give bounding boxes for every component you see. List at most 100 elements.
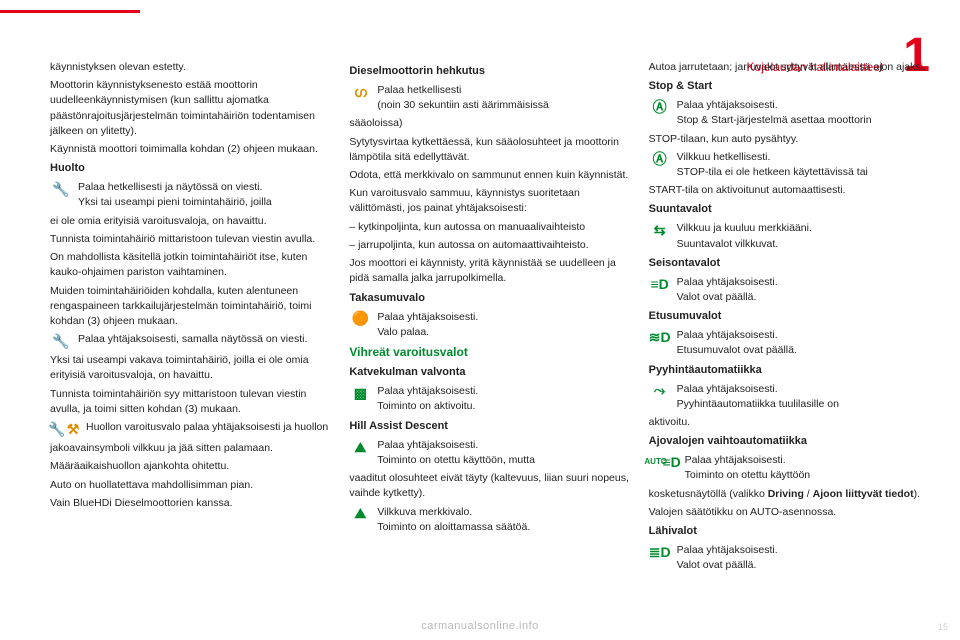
auto-label-icon: AUTO	[649, 453, 663, 471]
text: ).	[914, 488, 920, 500]
text: Yksi tai useampi vakava toimintahäiriö, …	[50, 353, 331, 383]
icon-row: 🔧 Palaa yhtäjaksoisesti, samalla näytöss…	[50, 332, 331, 350]
auto-wiper-icon: ⤳	[649, 382, 671, 400]
icon-row: Ⓐ Palaa yhtäjaksoisesti. Stop & Start-jä…	[649, 98, 930, 128]
watermark: carmanualsonline.info	[421, 620, 539, 632]
front-fog-icon: ≋D	[649, 328, 671, 346]
text: Valot ovat päällä.	[677, 558, 930, 573]
turn-signal-icon: ⇆	[649, 221, 671, 239]
stop-start-icon: Ⓐ	[649, 150, 671, 168]
text: Palaa yhtäjaksoisesti.	[377, 438, 630, 453]
text: Palaa yhtäjaksoisesti.	[677, 328, 930, 343]
text: ei ole omia erityisiä varoitusvaloja, on…	[50, 214, 331, 229]
stop-start-icon: Ⓐ	[649, 98, 671, 116]
column-2: Dieselmoottorin hehkutus ഗ Palaa hetkell…	[349, 60, 630, 610]
text: Vilkkuu hetkellisesti.	[677, 150, 930, 165]
heading-low-beam: Lähivalot	[649, 524, 930, 540]
text: STOP-tilaan, kun auto pysähtyy.	[649, 132, 930, 147]
text: On mahdollista käsitellä jotkin toiminta…	[50, 250, 331, 280]
text: jakoavainsymboli vilkkuu ja jää sitten p…	[50, 441, 331, 456]
text: Tunnista toimintahäiriön syy mittaristoo…	[50, 387, 331, 417]
text: Palaa yhtäjaksoisesti.	[677, 543, 930, 558]
text: sääoloissa)	[349, 116, 630, 131]
text: Stop & Start-järjestelmä asettaa moottor…	[677, 113, 930, 128]
text: vaaditut olosuhteet eivät täyty (kaltevu…	[349, 471, 630, 501]
icon-row: 🔧 Palaa hetkellisesti ja näytössä on vie…	[50, 180, 331, 210]
heading-diesel: Dieselmoottorin hehkutus	[349, 64, 630, 80]
icon-row: ⤳ Palaa yhtäjaksoisesti. Pyyhintäautomat…	[649, 382, 930, 412]
icon-row: 🔧 ⚒ Huollon varoitusvalo palaa yhtäjakso…	[50, 420, 331, 438]
text: Pyyhintäautomatiikka tuulilasille on	[677, 397, 930, 412]
text: Moottorin käynnistyksenesto estää mootto…	[50, 78, 331, 139]
text: aktivoitu.	[649, 415, 930, 430]
text: Jos moottori ei käynnisty, yritä käynnis…	[349, 256, 630, 286]
text: START-tila on aktivoitunut automaattises…	[649, 183, 930, 198]
hill-descent-icon: ⛰	[349, 505, 371, 523]
icon-row: ⇆ Vilkkuu ja kuuluu merkkiääni. Suuntava…	[649, 221, 930, 251]
headlight-icon: ≡D	[665, 453, 679, 471]
wrench-icon: 🔧	[50, 420, 64, 438]
text: Vilkkuu ja kuuluu merkkiääni.	[677, 221, 930, 236]
heading-blind-spot: Katvekulman valvonta	[349, 365, 630, 381]
text: Palaa yhtäjaksoisesti, samalla näytössä …	[78, 332, 331, 347]
text: STOP-tila ei ole hetkeen käytettävissä t…	[677, 165, 930, 180]
text: (noin 30 sekuntiin asti äärimmäisissä	[377, 98, 630, 113]
text: Toiminto on aloittamassa säätöä.	[377, 520, 630, 535]
low-beam-icon: ≣D	[649, 543, 671, 561]
page-number: 15	[938, 622, 948, 632]
text: Yksi tai useampi pieni toimintahäiriö, j…	[78, 195, 331, 210]
icon-row: AUTO ≡D Palaa yhtäjaksoisesti. Toiminto …	[649, 453, 930, 483]
heading-rear-fog: Takasumuvalo	[349, 291, 630, 307]
icon-row: ▩ Palaa yhtäjaksoisesti. Toiminto on akt…	[349, 384, 630, 414]
service-icon: ⚒	[66, 420, 80, 438]
text: Palaa yhtäjaksoisesti.	[377, 384, 630, 399]
wrench-icon: 🔧	[50, 180, 72, 198]
text: Vilkkuva merkkivalo.	[377, 505, 630, 520]
rear-fog-icon: 🟠	[349, 310, 371, 328]
text: Sytytysvirtaa kytkettäessä, kun sääolosu…	[349, 135, 630, 165]
parking-light-icon: ≡D	[649, 275, 671, 293]
text: – kytkinpoljinta, kun autossa on manuaal…	[349, 220, 630, 235]
text: Toiminto on aktivoitu.	[377, 399, 630, 414]
text: Tunnista toimintahäiriö mittaristoon tul…	[50, 232, 331, 247]
text: Odota, että merkkivalo on sammunut ennen…	[349, 168, 630, 183]
column-1: käynnistyksen olevan estetty. Moottorin …	[50, 60, 331, 610]
heading-stop-start: Stop & Start	[649, 79, 930, 95]
heading-turn-signals: Suuntavalot	[649, 202, 930, 218]
icon-row: ഗ Palaa hetkellisesti (noin 30 sekuntiin…	[349, 83, 630, 113]
text: Autoa jarrutetaan; jarruvalot syttyvät a…	[649, 60, 930, 75]
heading-auto-wipers: Pyyhintäautomatiikka	[649, 363, 930, 379]
text: /	[804, 488, 813, 500]
icon-row: Ⓐ Vilkkuu hetkellisesti. STOP-tila ei ol…	[649, 150, 930, 180]
text: Huollon varoitusvalo palaa yhtäjaksoises…	[86, 420, 331, 435]
hill-descent-icon: ⛰	[349, 438, 371, 456]
heading-front-fog: Etusumuvalot	[649, 309, 930, 325]
glow-plug-icon: ഗ	[349, 83, 371, 101]
icon-row: ⛰ Vilkkuva merkkivalo. Toiminto on aloit…	[349, 505, 630, 535]
text-bold: Driving	[768, 488, 804, 500]
text: kosketusnäytöllä (valikko	[649, 488, 768, 500]
text: Toiminto on otettu käyttöön	[685, 468, 930, 483]
column-3: Autoa jarrutetaan; jarruvalot syttyvät a…	[649, 60, 930, 610]
text: Auto on huollatettava mahdollisimman pia…	[50, 478, 331, 493]
text: Etusumuvalot ovat päällä.	[677, 343, 930, 358]
content-columns: käynnistyksen olevan estetty. Moottorin …	[50, 60, 930, 610]
text: Käynnistä moottori toimimalla kohdan (2)…	[50, 142, 331, 157]
text: Palaa yhtäjaksoisesti.	[677, 275, 930, 290]
text: Kun varoitusvalo sammuu, käynnistys suor…	[349, 186, 630, 216]
text: Valot ovat päällä.	[677, 290, 930, 305]
text: Palaa yhtäjaksoisesti.	[677, 98, 930, 113]
text: Palaa hetkellisesti	[377, 83, 630, 98]
heading-green: Vihreät varoitusvalot	[349, 344, 630, 361]
heading-hill-assist: Hill Assist Descent	[349, 419, 630, 435]
text: – jarrupoljinta, kun autossa on automaat…	[349, 238, 630, 253]
text: Muiden toimintahäiriöiden kohdalla, kute…	[50, 284, 331, 330]
text: Toiminto on otettu käyttöön, mutta	[377, 453, 630, 468]
text: Valo palaa.	[377, 325, 630, 340]
text: Palaa yhtäjaksoisesti.	[377, 310, 630, 325]
heading-parking-lights: Seisontavalot	[649, 256, 930, 272]
text: käynnistyksen olevan estetty.	[50, 60, 331, 75]
icon-row: ≣D Palaa yhtäjaksoisesti. Valot ovat pää…	[649, 543, 930, 573]
blind-spot-icon: ▩	[349, 384, 371, 402]
text: Palaa yhtäjaksoisesti.	[677, 382, 930, 397]
